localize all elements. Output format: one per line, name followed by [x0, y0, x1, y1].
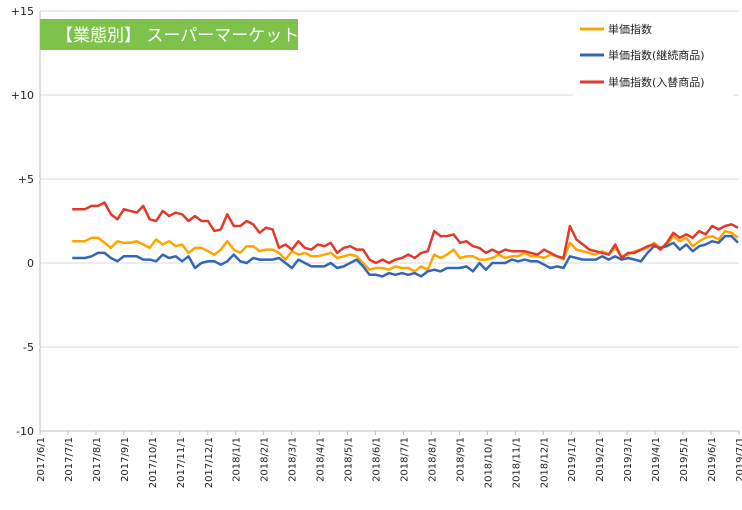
x-tick-label: 2019/6/1 [707, 437, 718, 482]
x-tick-label: 2018/1/1 [232, 437, 243, 482]
series-lines [72, 201, 739, 278]
x-tick-label: 2018/8/1 [427, 437, 438, 482]
y-tick-label: +5 [18, 173, 34, 186]
chart-title-box: 【業態別】 スーパーマーケット [40, 19, 299, 50]
x-tick-label: 2018/12/1 [539, 437, 550, 488]
x-tick-label: 2018/3/1 [288, 437, 299, 482]
y-tick-label: -5 [23, 341, 34, 354]
legend-label-continuing-items: 単価指数(継続商品) [608, 48, 705, 62]
x-tick-label: 2017/7/1 [64, 437, 75, 482]
series-line-2 [72, 201, 739, 265]
x-tick-label: 2017/10/1 [148, 437, 159, 488]
x-tick-label: 2017/6/1 [36, 437, 47, 482]
y-tick-label: +15 [11, 5, 34, 18]
y-axis-ticks: +15 +10 +5 0 -5 -10 [11, 5, 34, 438]
x-tick-label: 2018/10/1 [483, 437, 494, 488]
axes [39, 11, 739, 432]
x-tick-label: 2018/6/1 [372, 437, 383, 482]
x-tick-label: 2018/9/1 [455, 437, 466, 482]
x-tick-label: 2019/7/1 [735, 437, 742, 482]
x-tick-label: 2019/2/1 [595, 437, 606, 482]
x-tick-label: 2019/3/1 [623, 437, 634, 482]
legend: 単価指数 単価指数(継続商品) 単価指数(入替商品) [573, 16, 733, 98]
x-tick-label: 2018/7/1 [399, 437, 410, 482]
chart-title: 【業態別】 スーパーマーケット [56, 26, 299, 46]
x-axis-ticks: 2017/6/1 2017/7/1 2017/8/1 2017/9/1 2017/10/… [36, 431, 742, 488]
y-tick-label: +10 [11, 89, 34, 102]
x-tick-label: 2019/5/1 [679, 437, 690, 482]
x-tick-label: 2018/2/1 [260, 437, 271, 482]
x-tick-label: 2019/1/1 [567, 437, 578, 482]
x-tick-label: 2017/9/1 [120, 437, 131, 482]
legend-label-unit-price-index: 単価指数 [608, 22, 652, 36]
x-tick-label: 2018/5/1 [344, 437, 355, 482]
x-tick-label: 2017/11/1 [176, 437, 187, 488]
x-tick-label: 2017/12/1 [204, 437, 215, 488]
y-tick-label: -10 [16, 425, 34, 438]
series-line-1 [72, 234, 739, 278]
y-tick-label: 0 [27, 257, 34, 270]
x-tick-label: 2017/8/1 [92, 437, 103, 482]
x-tick-label: 2018/11/1 [511, 437, 522, 488]
x-tick-label: 2019/4/1 [651, 437, 662, 482]
legend-label-replaced-items: 単価指数(入替商品) [608, 75, 705, 89]
x-tick-label: 2018/4/1 [316, 437, 327, 482]
